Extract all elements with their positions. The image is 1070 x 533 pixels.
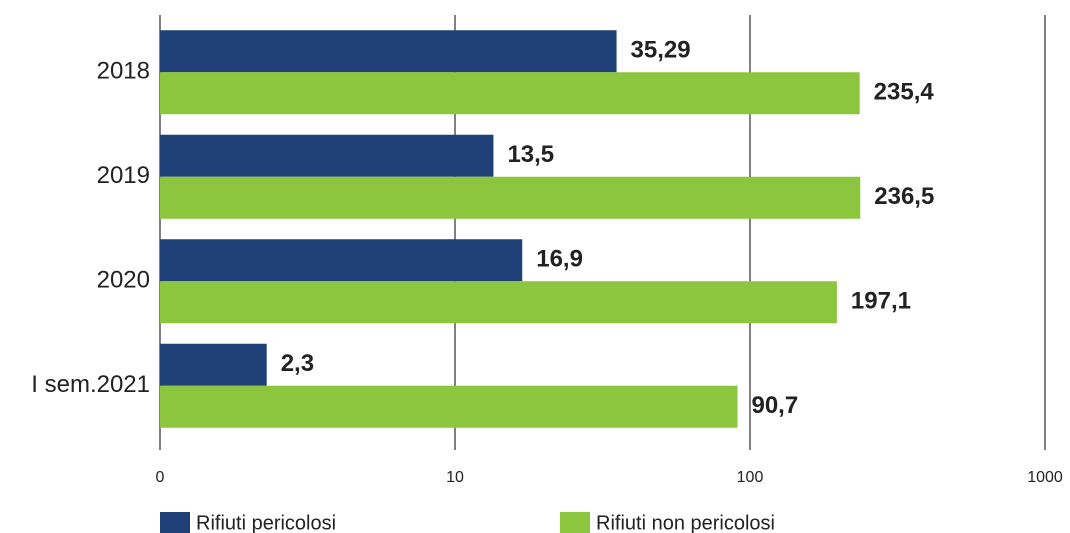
bar [160,72,860,115]
y-tick-label: 2018 [97,58,150,85]
x-tick-label: 0 [156,469,165,486]
legend-label: Rifiuti pericolosi [196,512,336,533]
legend-label: Rifiuti non pericolosi [596,512,775,533]
value-label: 236,5 [874,183,934,210]
bar [160,385,738,428]
value-label: 35,29 [631,37,691,64]
value-label: 235,4 [874,79,935,106]
value-label: 16,9 [536,246,583,273]
value-label: 2,3 [281,350,314,377]
y-tick-label: 2020 [97,267,150,294]
value-label: 197,1 [851,288,911,315]
bar [160,343,267,386]
y-tick-label: 2019 [97,162,150,189]
x-tick-label: 100 [737,469,764,486]
x-tick-label: 10 [446,469,464,486]
y-tick-label: I sem.2021 [31,371,150,398]
bar [160,176,861,219]
value-label: 13,5 [507,141,554,168]
x-tick-label: 1000 [1027,469,1063,486]
value-label: 90,7 [751,392,798,419]
legend-swatch [560,512,590,533]
bar [160,30,617,73]
bar [160,281,837,324]
bar [160,134,494,177]
legend-swatch [160,512,190,533]
bar [160,239,523,282]
